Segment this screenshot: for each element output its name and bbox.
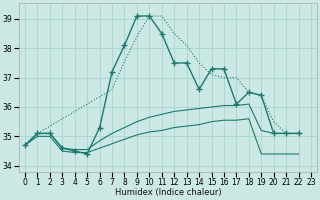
X-axis label: Humidex (Indice chaleur): Humidex (Indice chaleur) xyxy=(115,188,221,197)
